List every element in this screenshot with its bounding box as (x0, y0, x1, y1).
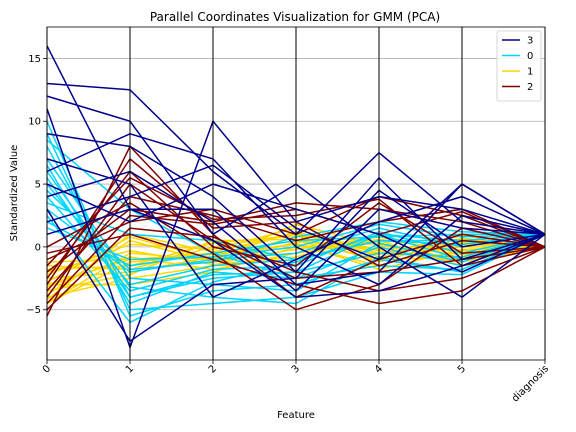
x-tick-label: 3 (290, 363, 302, 375)
legend-label-1: 1 (527, 67, 533, 78)
x-ticks: 0 1 2 3 4 5 diagnosis (41, 360, 551, 405)
x-tick-label: diagnosis (510, 363, 551, 404)
x-tick-label: 2 (207, 363, 219, 375)
legend-box (496, 30, 542, 102)
y-tick-label: 15 (28, 54, 41, 65)
legend-label-3: 3 (527, 36, 533, 47)
legend: 3 0 1 2 (496, 30, 542, 102)
y-ticks: −5 0 5 10 15 (26, 54, 47, 316)
legend-label-0: 0 (527, 51, 533, 62)
y-tick-label: 10 (28, 117, 41, 128)
legend-label-2: 2 (527, 82, 533, 93)
x-tick-label: 4 (373, 363, 385, 375)
x-tick-label: 1 (124, 363, 136, 375)
y-tick-label: −5 (26, 305, 41, 316)
x-tick-label: 5 (456, 363, 468, 375)
y-tick-label: 5 (35, 180, 41, 191)
x-tick-label: 0 (41, 363, 53, 375)
y-axis-label: Standardized Value (9, 145, 20, 242)
chart-title: Parallel Coordinates Visualization for G… (150, 10, 440, 24)
y-tick-label: 0 (35, 242, 41, 253)
x-axis-label: Feature (277, 410, 315, 421)
